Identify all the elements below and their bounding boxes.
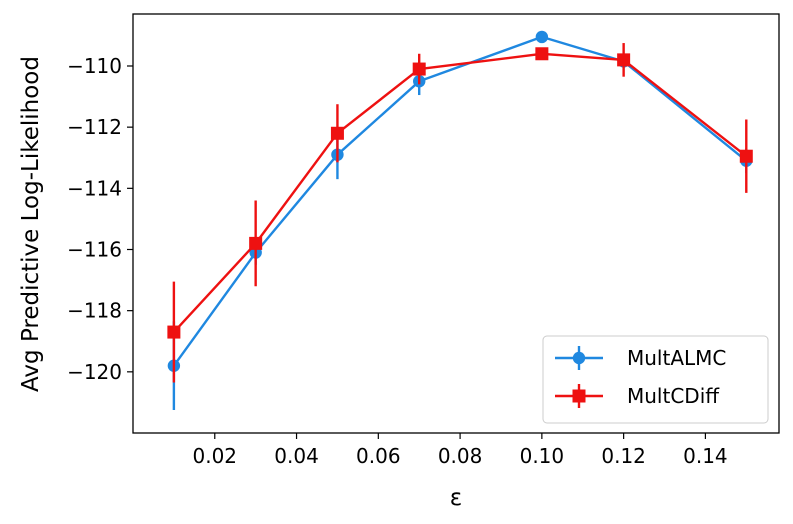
data-point xyxy=(249,236,263,250)
x-axis-label: ε xyxy=(450,485,462,511)
x-tick-label: 0.02 xyxy=(193,444,238,468)
data-point xyxy=(617,53,631,67)
legend-marker xyxy=(572,389,586,403)
legend: MultALMC MultCDiff xyxy=(542,335,769,424)
x-tick-label: 0.06 xyxy=(356,444,401,468)
y-tick-label: −116 xyxy=(67,237,122,261)
data-point xyxy=(167,325,181,339)
y-tick-label: −114 xyxy=(67,176,122,200)
y-tick-label: −110 xyxy=(67,54,122,78)
data-point xyxy=(330,126,344,140)
axes-frame xyxy=(132,13,780,434)
y-tick-label: −112 xyxy=(67,115,122,139)
data-point xyxy=(739,149,753,163)
x-tick-label: 0.12 xyxy=(601,444,646,468)
data-point xyxy=(535,30,549,44)
series-line xyxy=(173,52,748,333)
y-tick-label: −118 xyxy=(67,299,122,323)
y-axis-label: Avg Predictive Log-Likelihood xyxy=(18,56,44,392)
x-tick-label: 0.10 xyxy=(520,444,565,468)
axes: 0.02 0.04 0.06 0.08 0.10 0.12 0.14 −120 −118 −116… xyxy=(67,13,780,468)
legend-label: MultCDiff xyxy=(627,384,720,408)
data-point xyxy=(412,62,426,76)
x-tick-label: 0.04 xyxy=(274,444,319,468)
x-tick-label: 0.08 xyxy=(438,444,483,468)
y-tick-label: −120 xyxy=(67,360,122,384)
legend-marker xyxy=(572,351,586,365)
x-tick-label: 0.14 xyxy=(683,444,728,468)
plot-area xyxy=(167,30,753,411)
legend-label: MultALMC xyxy=(627,346,726,370)
data-point xyxy=(535,47,549,61)
series-multcdiff xyxy=(167,43,753,383)
series-line xyxy=(172,35,748,367)
